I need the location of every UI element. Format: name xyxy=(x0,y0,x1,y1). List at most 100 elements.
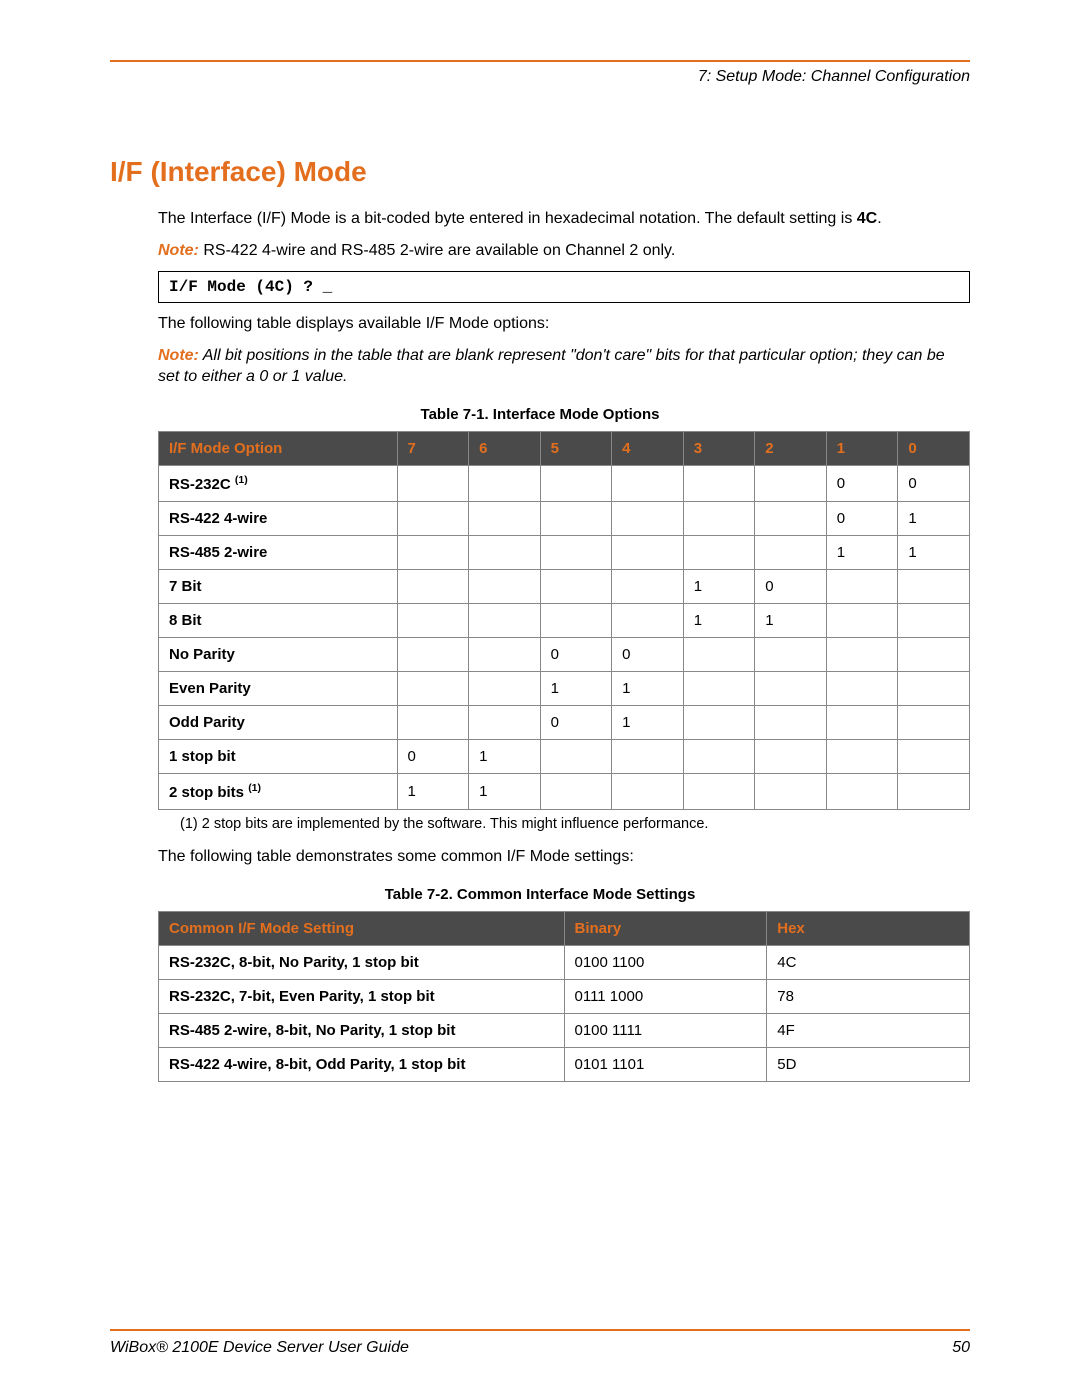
table-row: RS-232C (1)00 xyxy=(159,465,970,501)
table-row: RS-422 4-wire01 xyxy=(159,501,970,535)
binary-cell: 0101 1101 xyxy=(564,1047,767,1081)
table1-header-bit: 0 xyxy=(898,431,970,465)
table-row: RS-232C, 7-bit, Even Parity, 1 stop bit0… xyxy=(159,979,970,1013)
row-label: Odd Parity xyxy=(159,705,398,739)
bit-cell xyxy=(826,739,898,773)
bit-cell xyxy=(898,671,970,705)
bit-cell: 1 xyxy=(826,535,898,569)
setting-cell: RS-485 2-wire, 8-bit, No Parity, 1 stop … xyxy=(159,1013,565,1047)
setting-cell: RS-232C, 8-bit, No Parity, 1 stop bit xyxy=(159,945,565,979)
table1-header-bit: 7 xyxy=(397,431,469,465)
bit-cell xyxy=(540,465,612,501)
bit-cell xyxy=(540,603,612,637)
row-label: RS-422 4-wire xyxy=(159,501,398,535)
note-label-1: Note: xyxy=(158,242,199,259)
row-label: 2 stop bits (1) xyxy=(159,773,398,809)
section-title: I/F (Interface) Mode xyxy=(110,156,970,188)
bit-cell xyxy=(397,671,469,705)
bit-cell xyxy=(397,705,469,739)
bit-cell xyxy=(540,569,612,603)
bit-cell xyxy=(469,501,541,535)
bit-cell xyxy=(826,637,898,671)
header-rule xyxy=(110,60,970,62)
binary-cell: 0111 1000 xyxy=(564,979,767,1013)
bit-cell xyxy=(898,739,970,773)
row-label: 8 Bit xyxy=(159,603,398,637)
note-text-2: All bit positions in the table that are … xyxy=(158,347,945,386)
bit-cell xyxy=(612,501,684,535)
row-label: No Parity xyxy=(159,637,398,671)
intro-text-1a: The Interface (I/F) Mode is a bit-coded … xyxy=(158,210,857,227)
bit-cell: 0 xyxy=(540,705,612,739)
bit-cell: 0 xyxy=(612,637,684,671)
bit-cell: 1 xyxy=(612,671,684,705)
bit-cell xyxy=(397,535,469,569)
bit-cell xyxy=(826,603,898,637)
bit-cell xyxy=(469,603,541,637)
bit-cell xyxy=(683,705,755,739)
bit-cell xyxy=(469,569,541,603)
row-label: RS-485 2-wire xyxy=(159,535,398,569)
bit-cell xyxy=(826,773,898,809)
bit-cell xyxy=(755,705,827,739)
table-row: RS-485 2-wire 11 xyxy=(159,535,970,569)
bit-cell xyxy=(898,705,970,739)
page: 7: Setup Mode: Channel Configuration I/F… xyxy=(0,0,1080,1397)
intro-paragraph-2: The following table displays available I… xyxy=(158,313,970,335)
bit-cell: 1 xyxy=(898,535,970,569)
bit-cell xyxy=(898,569,970,603)
bit-cell xyxy=(826,569,898,603)
bit-cell xyxy=(612,739,684,773)
setting-cell: RS-232C, 7-bit, Even Parity, 1 stop bit xyxy=(159,979,565,1013)
bit-cell xyxy=(755,739,827,773)
table-row: No Parity 00 xyxy=(159,637,970,671)
bit-cell xyxy=(540,773,612,809)
table-row: Odd Parity01 xyxy=(159,705,970,739)
bit-cell: 1 xyxy=(755,603,827,637)
bit-cell xyxy=(755,535,827,569)
bit-cell xyxy=(540,535,612,569)
table1-footnote: (1) 2 stop bits are implemented by the s… xyxy=(180,816,970,832)
bit-cell xyxy=(683,773,755,809)
footer-rule xyxy=(110,1329,970,1331)
bit-cell xyxy=(469,465,541,501)
bit-cell xyxy=(397,569,469,603)
table-row: RS-232C, 8-bit, No Parity, 1 stop bit010… xyxy=(159,945,970,979)
bit-cell xyxy=(469,637,541,671)
table-row: 8 Bit 11 xyxy=(159,603,970,637)
binary-cell: 0100 1100 xyxy=(564,945,767,979)
bit-cell xyxy=(540,501,612,535)
bit-cell: 0 xyxy=(826,465,898,501)
table-row: Even Parity11 xyxy=(159,671,970,705)
intro-text-1c: . xyxy=(877,210,881,227)
note-2: Note: All bit positions in the table tha… xyxy=(158,345,970,388)
table2-header: Binary xyxy=(564,911,767,945)
binary-cell: 0100 1111 xyxy=(564,1013,767,1047)
header-breadcrumb: 7: Setup Mode: Channel Configuration xyxy=(110,68,970,86)
bit-cell: 1 xyxy=(469,773,541,809)
table1-header-bit: 2 xyxy=(755,431,827,465)
table-row: 2 stop bits (1)11 xyxy=(159,773,970,809)
row-label: RS-232C (1) xyxy=(159,465,398,501)
setting-cell: RS-422 4-wire, 8-bit, Odd Parity, 1 stop… xyxy=(159,1047,565,1081)
bit-cell xyxy=(540,739,612,773)
bit-cell xyxy=(898,637,970,671)
table-row: 7 Bit10 xyxy=(159,569,970,603)
code-prompt-box: I/F Mode (4C) ? _ xyxy=(158,271,970,303)
bit-cell xyxy=(826,705,898,739)
table-row: RS-485 2-wire, 8-bit, No Parity, 1 stop … xyxy=(159,1013,970,1047)
bit-cell xyxy=(898,773,970,809)
bit-cell xyxy=(612,569,684,603)
bit-cell xyxy=(612,465,684,501)
bit-cell xyxy=(755,637,827,671)
bit-cell: 0 xyxy=(540,637,612,671)
table1-caption: Table 7-1. Interface Mode Options xyxy=(110,406,970,423)
bit-cell xyxy=(683,637,755,671)
bit-cell xyxy=(898,603,970,637)
bit-cell: 1 xyxy=(683,603,755,637)
bit-cell: 1 xyxy=(898,501,970,535)
common-settings-table: Common I/F Mode SettingBinaryHexRS-232C,… xyxy=(158,911,970,1082)
bit-cell xyxy=(612,603,684,637)
bit-cell xyxy=(397,637,469,671)
table-row: RS-422 4-wire, 8-bit, Odd Parity, 1 stop… xyxy=(159,1047,970,1081)
